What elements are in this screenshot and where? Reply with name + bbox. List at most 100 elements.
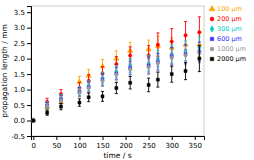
x-tick: 200 (119, 136, 132, 150)
error-bar (46, 103, 49, 109)
error-bar (156, 55, 159, 71)
y-tick-mark (27, 28, 31, 29)
point (115, 73, 118, 76)
error-bar (156, 72, 159, 87)
error-bar (170, 66, 173, 82)
point (45, 105, 48, 108)
legend-label: 200 μm (217, 15, 242, 23)
y-axis: -0.5 0.0 0.5 1.0 1.5 2.0 2.5 3.0 3.5 (11, 7, 31, 141)
point (170, 56, 173, 59)
point (87, 96, 90, 99)
legend-label: 600 μm (217, 35, 242, 43)
series (32, 17, 201, 122)
error-bar (78, 88, 81, 97)
plot-frame (31, 6, 204, 136)
y-tick-mark (27, 121, 31, 122)
error-bar (59, 104, 62, 110)
point (78, 91, 81, 94)
point (170, 73, 173, 76)
point (115, 87, 118, 90)
error-bar (198, 46, 201, 72)
x-tick: 350 (189, 136, 202, 150)
point (147, 66, 150, 69)
y-tick-label: 3.5 (14, 9, 25, 17)
point (156, 43, 159, 46)
point (184, 54, 187, 57)
error-bar (147, 60, 150, 75)
x-tick-mark (195, 136, 196, 140)
y-tick: 1.5 (14, 71, 31, 79)
legend-label: 300 μm (217, 25, 242, 33)
y-tick: 2.0 (14, 55, 31, 63)
y-tick-mark (27, 90, 31, 91)
point (46, 104, 49, 107)
y-tick-label: 3.0 (14, 24, 25, 32)
point (45, 104, 50, 109)
x-tick: 300 (166, 136, 179, 150)
y-tick: 0.0 (14, 117, 31, 125)
error-bar (59, 96, 62, 103)
point (59, 105, 62, 108)
y-tick: 2.5 (14, 40, 31, 48)
legend-label: 2000 μm (217, 55, 246, 63)
y-tick: 0.5 (14, 102, 31, 110)
legend-item: 200 μm (210, 15, 242, 23)
point (170, 40, 173, 43)
x-tick-mark (103, 136, 104, 140)
legend-marker (210, 17, 214, 21)
point (59, 99, 62, 102)
point (198, 57, 201, 60)
y-tick: 3.5 (14, 9, 31, 17)
legend-marker (210, 26, 214, 32)
error-bar (32, 120, 35, 121)
chart: 050100150200250300350-0.50.00.51.01.52.0… (0, 0, 254, 160)
y-tick: -0.5 (11, 133, 31, 141)
y-tick-label: 2.0 (14, 55, 25, 63)
error-bar (115, 82, 118, 93)
x-tick: 250 (142, 136, 155, 150)
error-bar (32, 120, 35, 121)
legend-marker (210, 47, 214, 51)
legend: 100 μm 200 μm 300 μm 600 μm 1000 μm 2000 μm (209, 5, 246, 63)
legend-item: 1000 μm (210, 45, 246, 53)
error-bar (32, 120, 35, 121)
y-tick-mark (27, 136, 31, 137)
x-tick-label: 100 (73, 142, 86, 150)
y-tick-mark (27, 74, 31, 75)
point (87, 86, 90, 89)
error-bar (78, 88, 81, 97)
error-bar (87, 83, 90, 93)
x-tick-mark (79, 136, 80, 140)
y-tick-mark (27, 105, 31, 106)
y-tick-label: 0.0 (14, 117, 25, 125)
y-tick: 1.0 (14, 86, 31, 94)
error-bar (129, 77, 132, 89)
legend-label: 1000 μm (217, 45, 246, 53)
x-tick-label: 300 (166, 142, 179, 150)
point (32, 118, 35, 124)
point (78, 91, 81, 94)
x-tick: 50 (52, 136, 61, 150)
error-bar (87, 93, 90, 102)
point (198, 31, 201, 34)
error-bar (46, 103, 49, 109)
point (128, 68, 131, 71)
error-bar (87, 82, 90, 92)
x-tick-label: 350 (189, 142, 202, 150)
error-bar (46, 110, 49, 115)
error-bar (46, 104, 49, 111)
point (101, 95, 104, 98)
x-axis: 050100150200250300350 (32, 136, 205, 150)
x-tick-label: 200 (119, 142, 132, 150)
y-axis-title: propagation length / mm (0, 24, 9, 118)
error-bar (115, 69, 118, 81)
point (46, 111, 49, 114)
point (129, 81, 132, 84)
legend-marker (209, 5, 215, 10)
legend-item: 300 μm (210, 25, 242, 33)
y-tick-label: -0.5 (11, 133, 25, 141)
x-tick: 0 (32, 136, 36, 150)
x-tick-mark (149, 136, 150, 140)
legend-item: 100 μm (209, 5, 242, 13)
error-bar (32, 120, 35, 121)
